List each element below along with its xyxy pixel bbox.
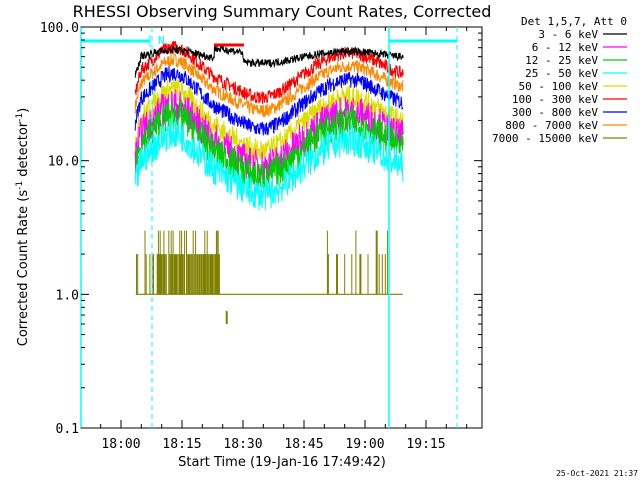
legend-label-6: 300 - 800 keV (512, 106, 598, 119)
series-line-0 (134, 44, 404, 78)
series-line-1 (134, 89, 404, 184)
y-tick-label-2: 1.0 (56, 288, 79, 303)
x-tick-label-1: 18:15 (162, 437, 201, 452)
y-tick-label-1: 10.0 (48, 155, 79, 170)
y-axis: 100.0 10.0 1.0 0.1 (40, 21, 482, 437)
legend-label-4: 50 - 100 keV (519, 80, 599, 93)
legend-label-5: 100 - 300 keV (512, 93, 598, 106)
y-axis-label: Corrected Count Rate (s-1 detector-1) (15, 108, 31, 346)
x-tick-label-4: 19:00 (345, 437, 384, 452)
x-axis-label: Start Time (19-Jan-16 17:49:42) (178, 455, 386, 470)
series-line-6 (134, 66, 404, 136)
plot-frame: N (80, 26, 483, 429)
x-tick-label-2: 18:30 (223, 437, 262, 452)
night-flag-label: N (158, 34, 165, 47)
legend-label-0: 3 - 6 keV (538, 28, 598, 41)
x-tick-label-5: 19:15 (406, 437, 445, 452)
y-tick-label-3: 0.1 (56, 422, 79, 437)
legend-label-2: 12 - 25 keV (525, 54, 598, 67)
legend-label-8: 7000 - 15000 keV (492, 132, 598, 145)
series-line-2 (135, 100, 404, 191)
legend-header: Det 1,5,7, Att 0 (521, 15, 627, 28)
x-tick-label-0: 18:00 (101, 437, 140, 452)
series-spikes-8 (136, 230, 388, 295)
legend-label-3: 25 - 50 keV (525, 67, 598, 80)
legend-label-7: 800 - 7000 keV (505, 119, 598, 132)
timestamp: 25-Oct-2021 21:37 (556, 469, 638, 478)
x-tick-label-3: 18:45 (284, 437, 323, 452)
data-layer (134, 41, 404, 324)
y-tick-label-0: 100.0 (40, 21, 79, 36)
legend-label-1: 6 - 12 keV (532, 41, 599, 54)
x-axis: 18:00 18:15 18:30 18:45 19:00 19:15 (100, 27, 468, 452)
series-line-7 (134, 53, 404, 118)
chart-title: RHESSI Observing Summary Count Rates, Co… (73, 2, 492, 21)
series-line-3 (134, 117, 404, 211)
